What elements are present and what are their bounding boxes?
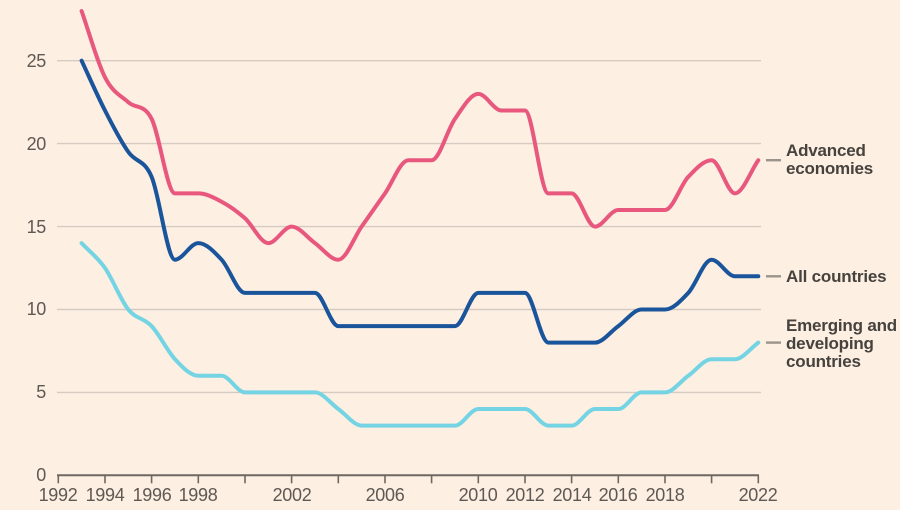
series-line-advanced-economies xyxy=(79,9,761,262)
x-tick-label-2002: 2002 xyxy=(272,485,312,505)
x-tick-label-1996: 1996 xyxy=(132,485,172,505)
legend-all-countries: All countries xyxy=(786,267,887,286)
y-tick-label-10: 10 xyxy=(26,299,47,319)
y-tick-label-20: 20 xyxy=(26,134,47,154)
y-tick-label-25: 25 xyxy=(26,51,47,71)
x-tick-label-2014: 2014 xyxy=(552,485,592,505)
x-tick-label-1992: 1992 xyxy=(38,485,78,505)
x-tick-label-2016: 2016 xyxy=(598,485,638,505)
x-tick-label-1998: 1998 xyxy=(178,485,218,505)
legend-emerging-developing-countries: Emerging and developing countries xyxy=(786,316,897,371)
series-line-all-countries xyxy=(79,58,761,345)
x-tick-label-2018: 2018 xyxy=(645,485,685,505)
series-line-emerging-developing-countries xyxy=(79,241,761,428)
x-tick-label-2006: 2006 xyxy=(365,485,405,505)
x-tick-label-1994: 1994 xyxy=(85,485,125,505)
x-tick-label-2012: 2012 xyxy=(505,485,545,505)
y-tick-label-5: 5 xyxy=(36,382,46,402)
x-tick-label-2010: 2010 xyxy=(458,485,498,505)
y-tick-label-0: 0 xyxy=(36,465,46,485)
x-tick-label-2022: 2022 xyxy=(738,485,778,505)
y-tick-label-15: 15 xyxy=(26,217,47,237)
legend-advanced-economies: Advanced economies xyxy=(786,141,874,178)
